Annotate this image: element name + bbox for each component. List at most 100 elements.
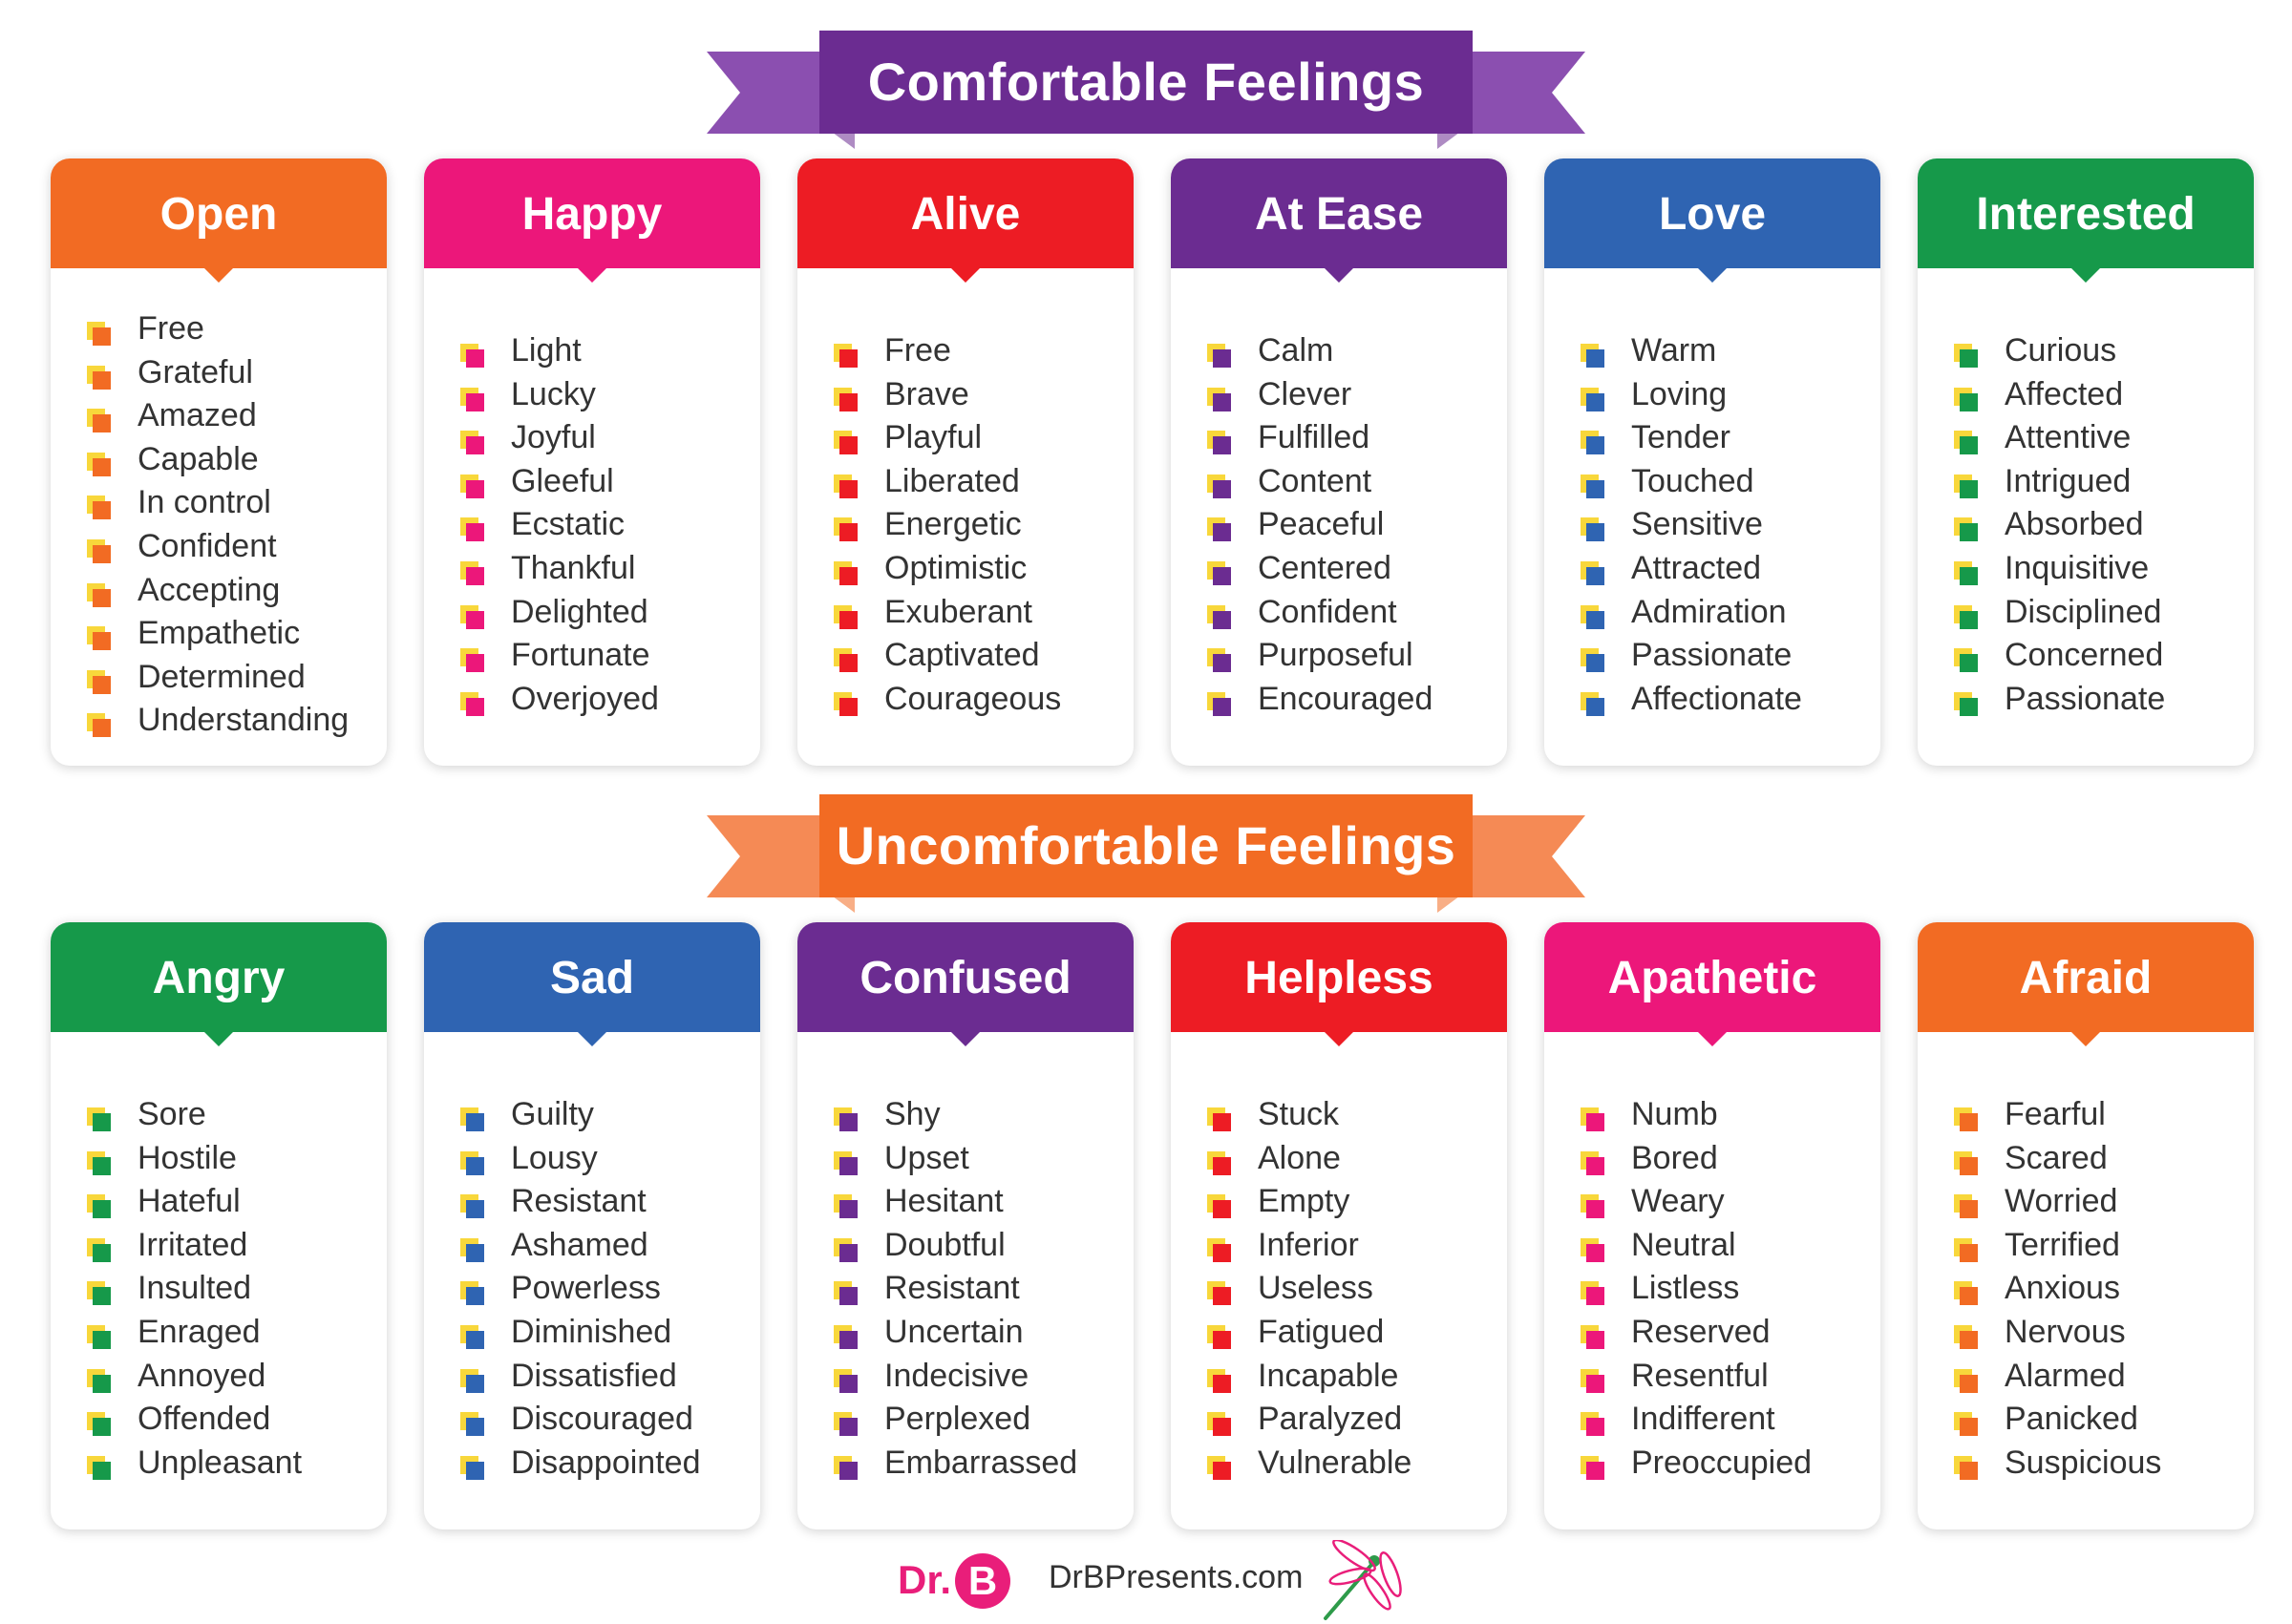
feeling-item: Disciplined xyxy=(1954,591,2254,635)
bullet-icon xyxy=(1954,1455,1978,1480)
feeling-label: Accepting xyxy=(138,571,281,608)
feeling-label: Joyful xyxy=(511,419,596,456)
card-title: Love xyxy=(1544,158,1880,283)
feeling-label: Diminished xyxy=(511,1313,672,1350)
feeling-label: Irritated xyxy=(138,1226,248,1263)
feeling-label: Inferior xyxy=(1258,1226,1359,1263)
bullet-icon xyxy=(1954,560,1978,585)
bullet-icon xyxy=(1207,1412,1231,1437)
feeling-label: Paralyzed xyxy=(1258,1401,1403,1438)
feeling-item: Energetic xyxy=(834,503,1134,547)
bullet-icon xyxy=(1581,431,1604,455)
feeling-label: Encouraged xyxy=(1258,680,1433,717)
feeling-label: Ecstatic xyxy=(511,506,626,543)
bullet-icon xyxy=(1581,1281,1604,1306)
feeling-label: Thankful xyxy=(511,549,636,586)
bullet-icon xyxy=(1581,1107,1604,1131)
feeling-label: Confident xyxy=(138,527,277,564)
feeling-item: Reserved xyxy=(1581,1311,1880,1355)
bullet-icon xyxy=(87,452,111,476)
website-link: DrBPresents.com xyxy=(1049,1559,1304,1595)
feeling-item: Dissatisfied xyxy=(460,1355,760,1399)
feeling-label: Attracted xyxy=(1631,549,1762,586)
bullet-icon xyxy=(1954,1194,1978,1219)
bullet-icon xyxy=(1581,1150,1604,1175)
feeling-item: Attracted xyxy=(1581,547,1880,591)
feeling-item: Purposeful xyxy=(1207,634,1507,678)
feeling-label: Liberated xyxy=(884,462,1020,499)
bullet-icon xyxy=(460,1324,484,1349)
feeling-label: Hostile xyxy=(138,1139,237,1176)
feeling-item: Doubtful xyxy=(834,1224,1134,1268)
feeling-item: In control xyxy=(87,481,387,525)
feeling-label: Indecisive xyxy=(884,1357,1029,1394)
bullet-icon xyxy=(1207,1150,1231,1175)
feeling-item: Centered xyxy=(1207,547,1507,591)
feeling-item: Calm xyxy=(1207,329,1507,373)
feeling-item: Diminished xyxy=(460,1311,760,1355)
card-title: Open xyxy=(51,158,387,283)
feeling-label: Amazed xyxy=(138,397,257,434)
feeling-label: Loving xyxy=(1631,375,1728,412)
feeling-card: Open Free Grateful Amazed Capable In control C… xyxy=(51,158,387,766)
feeling-card: Angry Sore Hostile Hateful Irritated Insulted… xyxy=(51,922,387,1529)
feeling-label: Overjoyed xyxy=(511,680,659,717)
feeling-label: Hesitant xyxy=(884,1183,1004,1220)
bullet-icon xyxy=(1954,1412,1978,1437)
feeling-item: Liberated xyxy=(834,460,1134,504)
feeling-item: Weary xyxy=(1581,1180,1880,1224)
bullet-icon xyxy=(1581,1368,1604,1393)
bullet-icon xyxy=(1207,691,1231,716)
feeling-label: Understanding xyxy=(138,702,350,739)
feeling-item: Bored xyxy=(1581,1137,1880,1181)
feeling-item: Exuberant xyxy=(834,591,1134,635)
feeling-label: Free xyxy=(138,310,204,347)
feeling-item: Suspicious xyxy=(1954,1442,2254,1486)
feeling-item: Alone xyxy=(1207,1137,1507,1181)
bullet-icon xyxy=(1207,431,1231,455)
feeling-item: Inquisitive xyxy=(1954,547,2254,591)
bullet-icon xyxy=(87,496,111,520)
feeling-list: Sore Hostile Hateful Irritated Insulted Enrag… xyxy=(51,1093,387,1485)
feeling-item: Worried xyxy=(1954,1180,2254,1224)
bullet-icon xyxy=(1207,1324,1231,1349)
feeling-list: Guilty Lousy Resistant Ashamed Powerless Dimi… xyxy=(424,1093,760,1485)
feeling-item: Perplexed xyxy=(834,1398,1134,1442)
feeling-card: Helpless Stuck Alone Empty Inferior Useless Fa… xyxy=(1171,922,1507,1529)
feeling-card: Afraid Fearful Scared Worried Terrified Anxio… xyxy=(1918,922,2254,1529)
ribbon-icon xyxy=(707,31,1585,149)
feeling-item: Accepting xyxy=(87,569,387,613)
feeling-label: Concerned xyxy=(2005,637,2164,674)
feeling-list: Free Grateful Amazed Capable In control Confi… xyxy=(51,307,387,743)
feeling-item: Panicked xyxy=(1954,1398,2254,1442)
bullet-icon xyxy=(1207,387,1231,411)
feeling-label: Guilty xyxy=(511,1096,594,1132)
section-banner-comfortable: Comfortable Feelings xyxy=(707,31,1585,149)
bullet-icon xyxy=(1207,1368,1231,1393)
card-title: Apathetic xyxy=(1544,922,1880,1046)
feeling-item: Curious xyxy=(1954,329,2254,373)
feeling-label: Captivated xyxy=(884,637,1040,674)
feeling-label: In control xyxy=(138,484,271,521)
bullet-icon xyxy=(834,344,858,368)
card-title: Sad xyxy=(424,922,760,1046)
feeling-item: Warm xyxy=(1581,329,1880,373)
bullet-icon xyxy=(1207,1281,1231,1306)
bullet-icon xyxy=(460,1194,484,1219)
feeling-item: Loving xyxy=(1581,373,1880,417)
feeling-label: Bored xyxy=(1631,1139,1718,1176)
bullet-icon xyxy=(460,344,484,368)
bullet-icon xyxy=(87,1281,111,1306)
section-title: Uncomfortable Feelings xyxy=(836,815,1456,875)
bullet-icon xyxy=(1207,1237,1231,1262)
feeling-list: Fearful Scared Worried Terrified Anxious Nerv… xyxy=(1918,1093,2254,1485)
feeling-label: Touched xyxy=(1631,462,1754,499)
feeling-item: Touched xyxy=(1581,460,1880,504)
feeling-label: Insulted xyxy=(138,1270,252,1307)
feeling-item: Sore xyxy=(87,1093,387,1137)
feeling-label: Absorbed xyxy=(2005,506,2144,543)
feeling-label: Useless xyxy=(1258,1270,1373,1307)
feeling-item: Intrigued xyxy=(1954,460,2254,504)
bullet-icon xyxy=(87,626,111,651)
bullet-icon xyxy=(460,648,484,673)
